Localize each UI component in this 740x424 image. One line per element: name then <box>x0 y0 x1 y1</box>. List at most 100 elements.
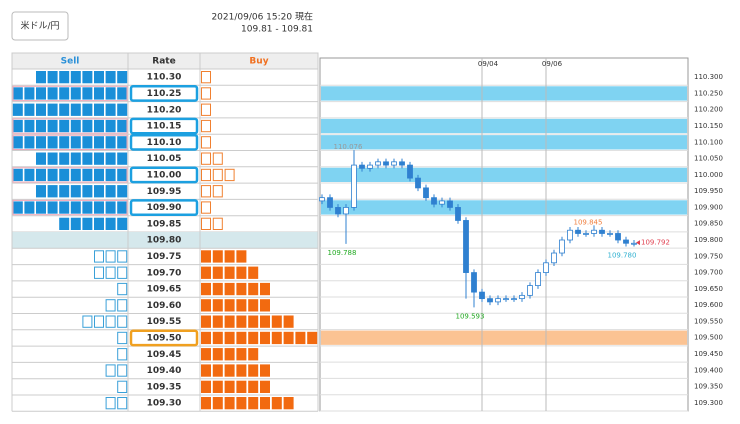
buy-box <box>201 71 211 84</box>
sell-frame <box>12 134 128 150</box>
buy-box <box>248 282 259 296</box>
candle-body <box>399 161 405 166</box>
buy-box <box>295 331 306 345</box>
sell-box <box>47 185 58 198</box>
sell-boxes <box>117 380 128 394</box>
sell-box <box>70 87 81 100</box>
rate-frame <box>129 329 199 347</box>
buy-boxes <box>201 266 259 279</box>
buy-boxes <box>201 87 211 100</box>
sell-box <box>82 201 93 214</box>
candle-body <box>583 233 589 235</box>
sell-box <box>70 103 81 116</box>
buy-box <box>260 282 270 296</box>
buy-box <box>224 315 235 328</box>
buy-box <box>224 348 235 361</box>
chart-order-band <box>321 118 687 134</box>
candle-body <box>423 187 429 199</box>
candle-body <box>375 161 381 166</box>
rate: 109.75 <box>147 252 182 262</box>
sell-box <box>12 87 23 100</box>
sell-box <box>117 364 128 377</box>
sell-box <box>12 168 23 182</box>
buy-box <box>212 299 223 312</box>
buy-boxes <box>201 315 294 328</box>
buy-box <box>212 185 223 198</box>
rate: 109.95 <box>147 187 182 197</box>
y-tick-label: 110.050 <box>694 155 723 163</box>
y-tick-label: 109.950 <box>694 187 723 195</box>
sell-box <box>59 87 70 100</box>
sell-box <box>105 185 116 198</box>
pair-button[interactable] <box>11 11 69 41</box>
sell-box <box>117 315 128 328</box>
sell-boxes <box>94 266 128 279</box>
candle-body <box>479 291 485 300</box>
buy-box <box>224 380 235 394</box>
sell-box <box>12 201 23 214</box>
buy-box <box>212 152 223 165</box>
sell-box <box>105 152 116 165</box>
candle-body <box>567 229 573 241</box>
candle-body <box>543 262 549 273</box>
sell-box <box>12 119 23 133</box>
sell-box <box>117 185 128 198</box>
sell-box <box>47 168 58 182</box>
buy-box <box>201 185 211 198</box>
buy-box <box>307 331 318 345</box>
sell-box <box>36 103 46 116</box>
sell-box <box>105 103 116 116</box>
sell-boxes <box>36 152 128 165</box>
candle-body <box>439 200 445 205</box>
sell-box <box>94 168 104 182</box>
sell-boxes <box>82 315 128 328</box>
sell-box <box>59 217 70 230</box>
sell-boxes <box>12 136 128 149</box>
date-label: 09/06 <box>542 60 563 68</box>
buy-box <box>224 282 235 296</box>
rate: 109.45 <box>147 350 182 360</box>
sell-box <box>117 348 128 361</box>
candle-body <box>471 272 477 293</box>
buy-boxes <box>201 201 211 214</box>
sell-box <box>94 266 104 279</box>
candle-body <box>559 239 565 254</box>
rate: 109.40 <box>147 366 182 376</box>
sell-boxes <box>12 201 128 214</box>
candle-body <box>343 207 349 215</box>
rate: 110.00 <box>147 170 182 180</box>
buy-box <box>201 87 211 100</box>
buy-box <box>236 397 247 410</box>
chart-frame <box>319 57 689 412</box>
buy-box <box>212 217 223 230</box>
buy-box <box>201 299 211 312</box>
buy-box <box>248 380 259 394</box>
buy-box <box>283 315 294 328</box>
sell-boxes <box>105 364 128 377</box>
sell-box <box>59 71 70 84</box>
sell-box <box>59 119 70 133</box>
buy-box <box>212 348 223 361</box>
sell-box <box>94 71 104 84</box>
sell-box <box>12 136 23 149</box>
buy-box <box>212 282 223 296</box>
buy-boxes <box>201 152 223 165</box>
sell-box <box>70 185 81 198</box>
rate-header: Rate <box>152 57 175 67</box>
sell-box <box>12 103 23 116</box>
sell-box <box>24 119 35 133</box>
buy-box <box>224 299 235 312</box>
sell-box <box>36 168 46 182</box>
buy-box <box>201 152 211 165</box>
chart-order-band <box>321 200 687 215</box>
buy-box <box>260 364 270 377</box>
buy-box <box>224 250 235 263</box>
rate-frame <box>129 199 199 216</box>
rate: 110.15 <box>147 122 182 132</box>
sell-box <box>59 185 70 198</box>
buy-box <box>201 103 211 116</box>
timestamp: 2021/09/06 15:20 現在 <box>211 11 313 23</box>
sell-boxes <box>105 397 128 410</box>
rate: 109.50 <box>147 333 182 343</box>
pair-label[interactable]: 米ドル/円 <box>20 20 59 32</box>
